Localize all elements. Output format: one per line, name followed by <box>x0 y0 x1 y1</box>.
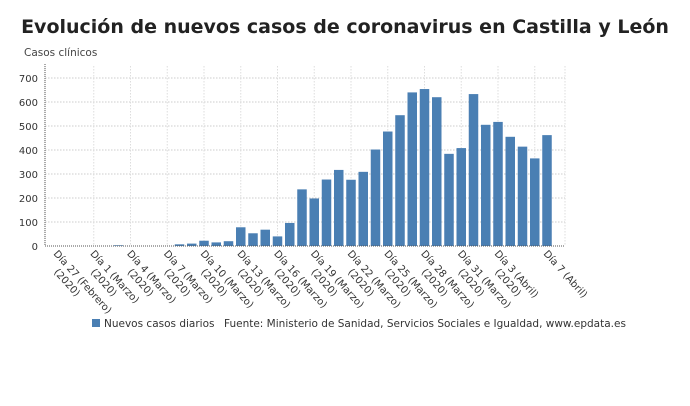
legend-label: Nuevos casos diarios <box>104 318 214 330</box>
bar <box>493 121 503 246</box>
y-tick-labels: 0 100 200 300 400 500 600 700 <box>19 74 38 253</box>
bar <box>468 94 479 246</box>
x-tick-label-line1: Día 7 (Abril) <box>541 248 590 301</box>
bar <box>456 148 466 246</box>
x-tick-label: Día 7 (Abril) <box>541 248 590 301</box>
y-tick-label: 600 <box>19 98 38 109</box>
bar <box>113 245 123 246</box>
bar <box>223 241 234 246</box>
bar <box>395 115 405 246</box>
legend: Nuevos casos diarios Fuente: Ministerio … <box>92 318 626 330</box>
bar <box>530 158 540 246</box>
bar <box>260 229 270 246</box>
y-tick-label: 200 <box>19 194 38 205</box>
chart-title: Evolución de nuevos casos de coronavirus… <box>21 16 669 38</box>
bar <box>358 171 368 246</box>
bar <box>174 244 185 246</box>
y-tick-label: 400 <box>19 146 38 157</box>
y-tick-label: 500 <box>19 122 38 133</box>
bar <box>187 243 197 246</box>
y-tick-label: 100 <box>19 218 38 229</box>
axes <box>44 64 565 247</box>
x-tick-labels: Día 27 (Febrero)(2020) Día 1 (Marzo)(2020… <box>51 248 590 316</box>
bar <box>297 189 307 246</box>
y-tick-label: 300 <box>19 170 38 181</box>
bars <box>113 89 552 247</box>
legend-swatch <box>92 319 100 327</box>
bar <box>419 89 430 246</box>
bar <box>236 227 246 246</box>
bar <box>285 222 295 246</box>
bar <box>542 135 552 246</box>
bar <box>309 198 319 246</box>
bar <box>432 97 442 246</box>
bar <box>346 179 356 246</box>
bar <box>199 240 209 246</box>
bar <box>481 124 491 246</box>
source-note: Fuente: Ministerio de Sanidad, Servicios… <box>224 318 626 330</box>
y-tick-label: 0 <box>32 242 38 253</box>
x-tick-label: Día 3 (Abril)(2020) <box>492 248 541 301</box>
y-axis-label: Casos clínicos <box>24 47 97 59</box>
y-tick-label: 700 <box>19 74 38 85</box>
bar <box>272 236 283 246</box>
bar <box>211 242 221 246</box>
bar <box>370 149 381 246</box>
bar <box>407 92 417 247</box>
bar <box>383 131 393 246</box>
bar <box>444 153 454 246</box>
bar <box>517 146 528 246</box>
bar <box>248 233 258 246</box>
bar <box>321 179 332 246</box>
bar <box>505 136 515 246</box>
bar <box>334 169 344 246</box>
